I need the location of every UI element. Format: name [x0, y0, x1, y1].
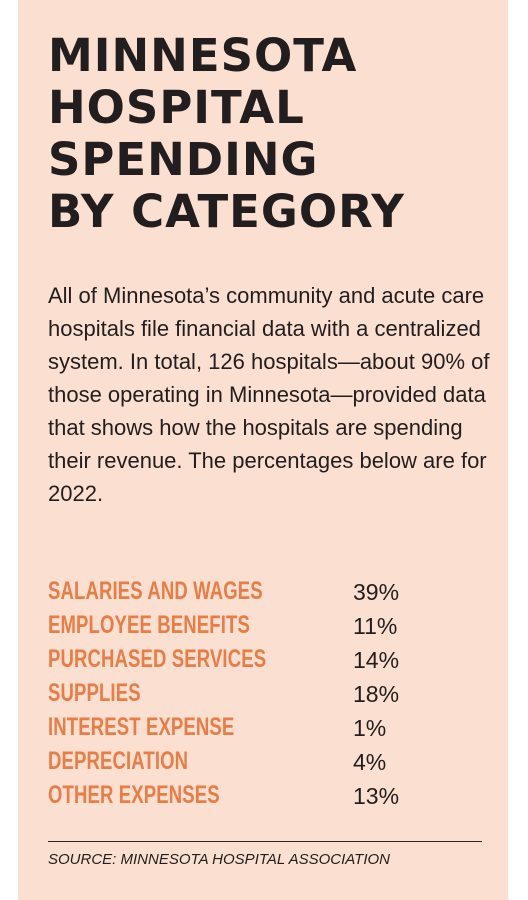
spending-table: SALARIES AND WAGES 39% EMPLOYEE BENEFITS… [48, 574, 488, 812]
category-label: INTEREST EXPENSE [48, 713, 235, 741]
intro-paragraph: All of Minnesota’s community and acute c… [48, 283, 490, 506]
table-row: INTEREST EXPENSE 1% [48, 710, 488, 744]
percentage-value: 1% [353, 715, 387, 741]
category-label: SUPPLIES [48, 679, 141, 707]
category-label: EMPLOYEE BENEFITS [48, 611, 250, 639]
title-line-3: SPENDING [48, 133, 319, 186]
table-row: OTHER EXPENSES 13% [48, 778, 488, 812]
category-label: SALARIES AND WAGES [48, 577, 263, 605]
table-row: SUPPLIES 18% [48, 676, 488, 710]
category-label: DEPRECIATION [48, 747, 189, 775]
title-line-2: HOSPITAL [48, 81, 305, 134]
title-line-1: MINNESOTA [48, 29, 358, 82]
percentage-value: 13% [353, 783, 400, 809]
table-row: EMPLOYEE BENEFITS 11% [48, 608, 488, 642]
percentage-value: 18% [353, 681, 400, 707]
table-row: SALARIES AND WAGES 39% [48, 574, 488, 608]
source-note: SOURCE: MINNESOTA HOSPITAL ASSOCIATION [48, 851, 390, 868]
percentage-value: 11% [353, 613, 398, 639]
table-row: DEPRECIATION 4% [48, 744, 488, 778]
page-title: MINNESOTA HOSPITAL SPENDING BY CATEGORY [48, 30, 498, 238]
category-label: PURCHASED SERVICES [48, 645, 267, 673]
title-line-4: BY CATEGORY [48, 185, 405, 238]
infographic-panel: MINNESOTA HOSPITAL SPENDING BY CATEGORY … [18, 0, 508, 900]
percentage-value: 4% [353, 749, 387, 775]
category-label: OTHER EXPENSES [48, 781, 220, 809]
percentage-value: 39% [353, 579, 400, 605]
table-row: PURCHASED SERVICES 14% [48, 642, 488, 676]
percentage-value: 14% [353, 647, 400, 673]
divider [48, 841, 482, 842]
